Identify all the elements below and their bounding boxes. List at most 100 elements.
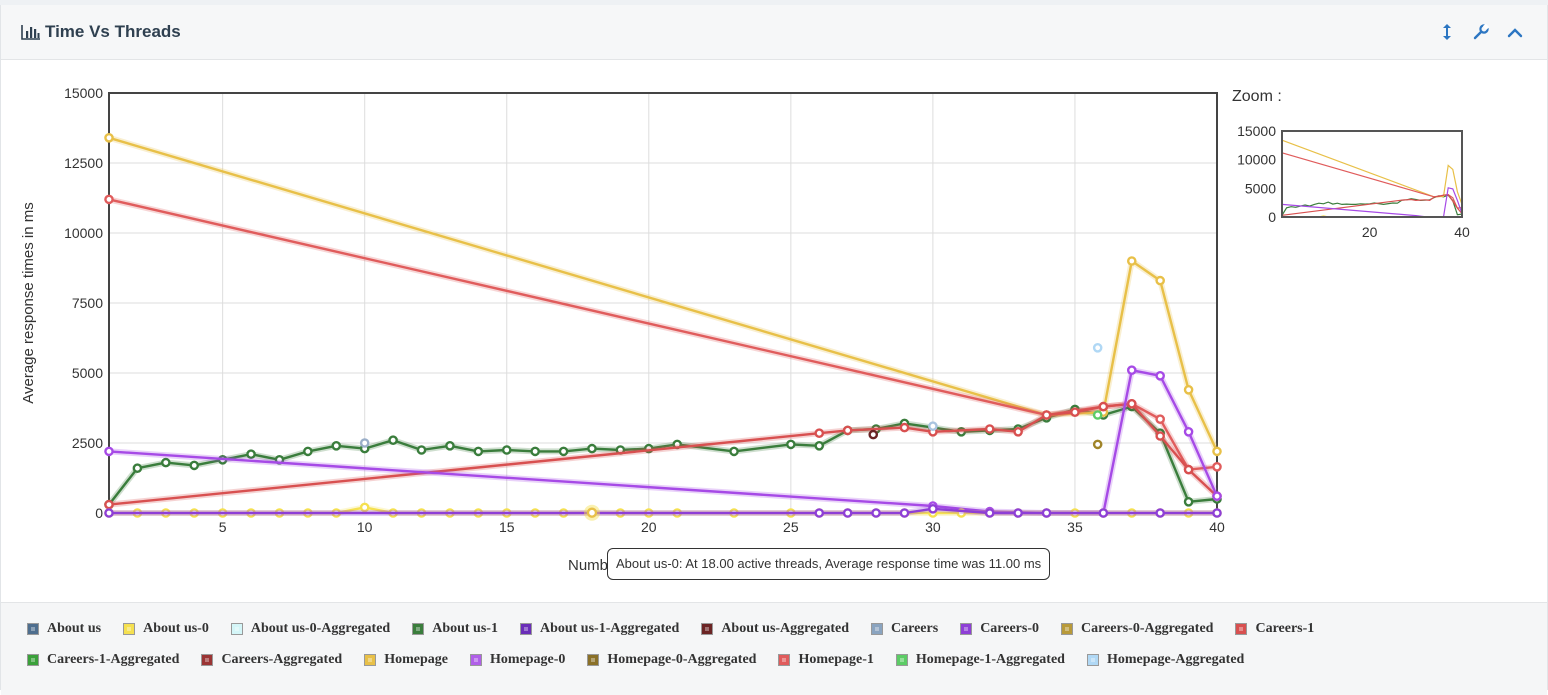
series-line — [108, 405, 1218, 506]
legend-item[interactable]: Careers-Aggregated — [201, 652, 342, 668]
legend-item[interactable]: Homepage-0-Aggregated — [587, 652, 756, 668]
legend-swatch — [519, 623, 532, 635]
y-tick-label: 15000 — [64, 85, 103, 101]
legend-item[interactable]: Homepage — [364, 652, 448, 668]
legend-item[interactable]: Careers-0 — [960, 621, 1039, 637]
legend-label: Homepage-0-Aggregated — [607, 652, 757, 667]
data-point — [104, 194, 114, 205]
chart-area: 5 10 15 20 25 30 35 40 0 2500 5000 7500 10000 12500 15… — [1, 60, 1547, 600]
data-point — [1098, 508, 1109, 518]
data-point — [1013, 426, 1023, 437]
series-line-shadow — [108, 196, 1218, 473]
legend-label: Homepage — [384, 652, 448, 667]
legend-item[interactable]: Homepage-Aggregated — [1086, 652, 1244, 668]
x-tick-label: 25 — [783, 519, 799, 535]
data-point — [729, 446, 739, 457]
chart-tooltip: About us-0: At 18.00 active threads, Ave… — [607, 548, 1051, 580]
data-point — [1183, 384, 1194, 395]
data-point — [388, 435, 398, 446]
legend-item[interactable]: About us-1-Aggregated — [519, 621, 680, 637]
legend-swatch — [778, 654, 791, 666]
time-vs-threads-chart: 5 10 15 20 25 30 35 40 0 2500 5000 7500 10000 12500 15… — [20, 85, 1470, 574]
aggregated-point — [1092, 410, 1103, 420]
y-tick-label: 7500 — [72, 295, 103, 311]
legend-label: About us-1-Aggregated — [539, 621, 680, 636]
data-point — [842, 425, 853, 436]
data-point — [814, 508, 825, 518]
legend-swatch — [701, 623, 714, 635]
bar-chart-icon — [21, 24, 41, 40]
data-point — [899, 508, 910, 518]
legend-swatch — [960, 623, 973, 635]
data-point — [104, 508, 114, 518]
data-point — [416, 445, 427, 455]
legend-label: Homepage-1 — [798, 652, 874, 667]
chevron-up-icon[interactable] — [1507, 23, 1523, 41]
x-tick-label: 10 — [357, 519, 373, 535]
data-point — [1155, 275, 1165, 286]
legend-item[interactable]: Homepage-1-Aggregated — [895, 652, 1065, 668]
legend-item[interactable]: Homepage-0 — [469, 652, 565, 668]
wrench-icon[interactable] — [1473, 23, 1489, 41]
legend-item[interactable]: Careers-1-Aggregated — [27, 652, 179, 668]
y-axis-label: Average response times in ms — [20, 202, 37, 403]
data-point — [899, 422, 910, 433]
legend-label: About us-0 — [143, 621, 209, 636]
legend-label: Homepage-1-Aggregated — [915, 652, 1065, 667]
data-point — [1212, 491, 1222, 502]
data-point — [814, 428, 825, 439]
legend-swatch — [230, 623, 243, 635]
time-vs-threads-panel: Time Vs Threads 5 10 15 20 — [0, 5, 1548, 695]
legend-label: About us-0-Aggregated — [250, 621, 391, 636]
zoom-x-tick-label: 40 — [1454, 224, 1470, 240]
resize-vertical-icon[interactable] — [1439, 23, 1455, 41]
data-point — [473, 446, 484, 457]
data-point — [1155, 431, 1165, 441]
data-point — [1126, 398, 1137, 409]
data-point — [161, 457, 171, 468]
zoom-series-line — [1281, 139, 1463, 205]
legend-item[interactable]: Careers — [871, 621, 938, 637]
legend-item[interactable]: About us-1 — [412, 621, 498, 637]
legend-item[interactable]: Homepage-1 — [778, 652, 874, 668]
data-point — [1155, 414, 1165, 425]
legend-label: Careers-1-Aggregated — [47, 652, 180, 667]
legend-label: Careers-Aggregated — [221, 652, 343, 667]
panel-header: Time Vs Threads — [1, 5, 1547, 60]
data-point — [984, 508, 995, 518]
data-point — [928, 503, 938, 514]
legend-item[interactable]: About us-Aggregated — [701, 621, 849, 637]
legend-swatch — [895, 654, 908, 666]
data-point — [445, 440, 455, 451]
series-line — [108, 369, 1219, 515]
legend-item[interactable]: About us-0-Aggregated — [230, 621, 391, 637]
data-point — [1155, 508, 1165, 518]
data-point — [1126, 256, 1137, 266]
legend-item[interactable]: Careers-0-Aggregated — [1061, 621, 1213, 637]
legend-swatch — [1235, 623, 1248, 635]
data-point — [1013, 508, 1023, 518]
x-tick-label: 20 — [641, 519, 657, 535]
data-point — [1212, 461, 1222, 472]
legend-swatch — [1061, 623, 1074, 635]
zoom-series-line — [1281, 187, 1463, 218]
y-tick-label: 12500 — [64, 155, 103, 171]
legend-label: Careers — [891, 621, 939, 636]
zoom-y-tick-label: 10000 — [1237, 152, 1276, 168]
data-point — [501, 445, 512, 455]
data-point — [104, 499, 114, 510]
data-point — [359, 502, 370, 513]
x-tick-label: 40 — [1209, 519, 1225, 535]
data-point — [331, 440, 342, 451]
legend-swatch — [364, 654, 377, 666]
legend-item[interactable]: Careers-1 — [1235, 621, 1314, 637]
x-tick-label: 30 — [925, 519, 941, 535]
legend-item[interactable]: About us — [27, 621, 101, 637]
legend-swatch — [412, 623, 425, 635]
y-tick-label: 5000 — [72, 365, 103, 381]
panel-title-text: Time Vs Threads — [45, 22, 181, 41]
data-point — [1183, 464, 1194, 475]
legend-item[interactable]: About us-0 — [123, 621, 209, 637]
x-tick-label: 35 — [1067, 519, 1083, 535]
legend-swatch — [871, 623, 884, 635]
